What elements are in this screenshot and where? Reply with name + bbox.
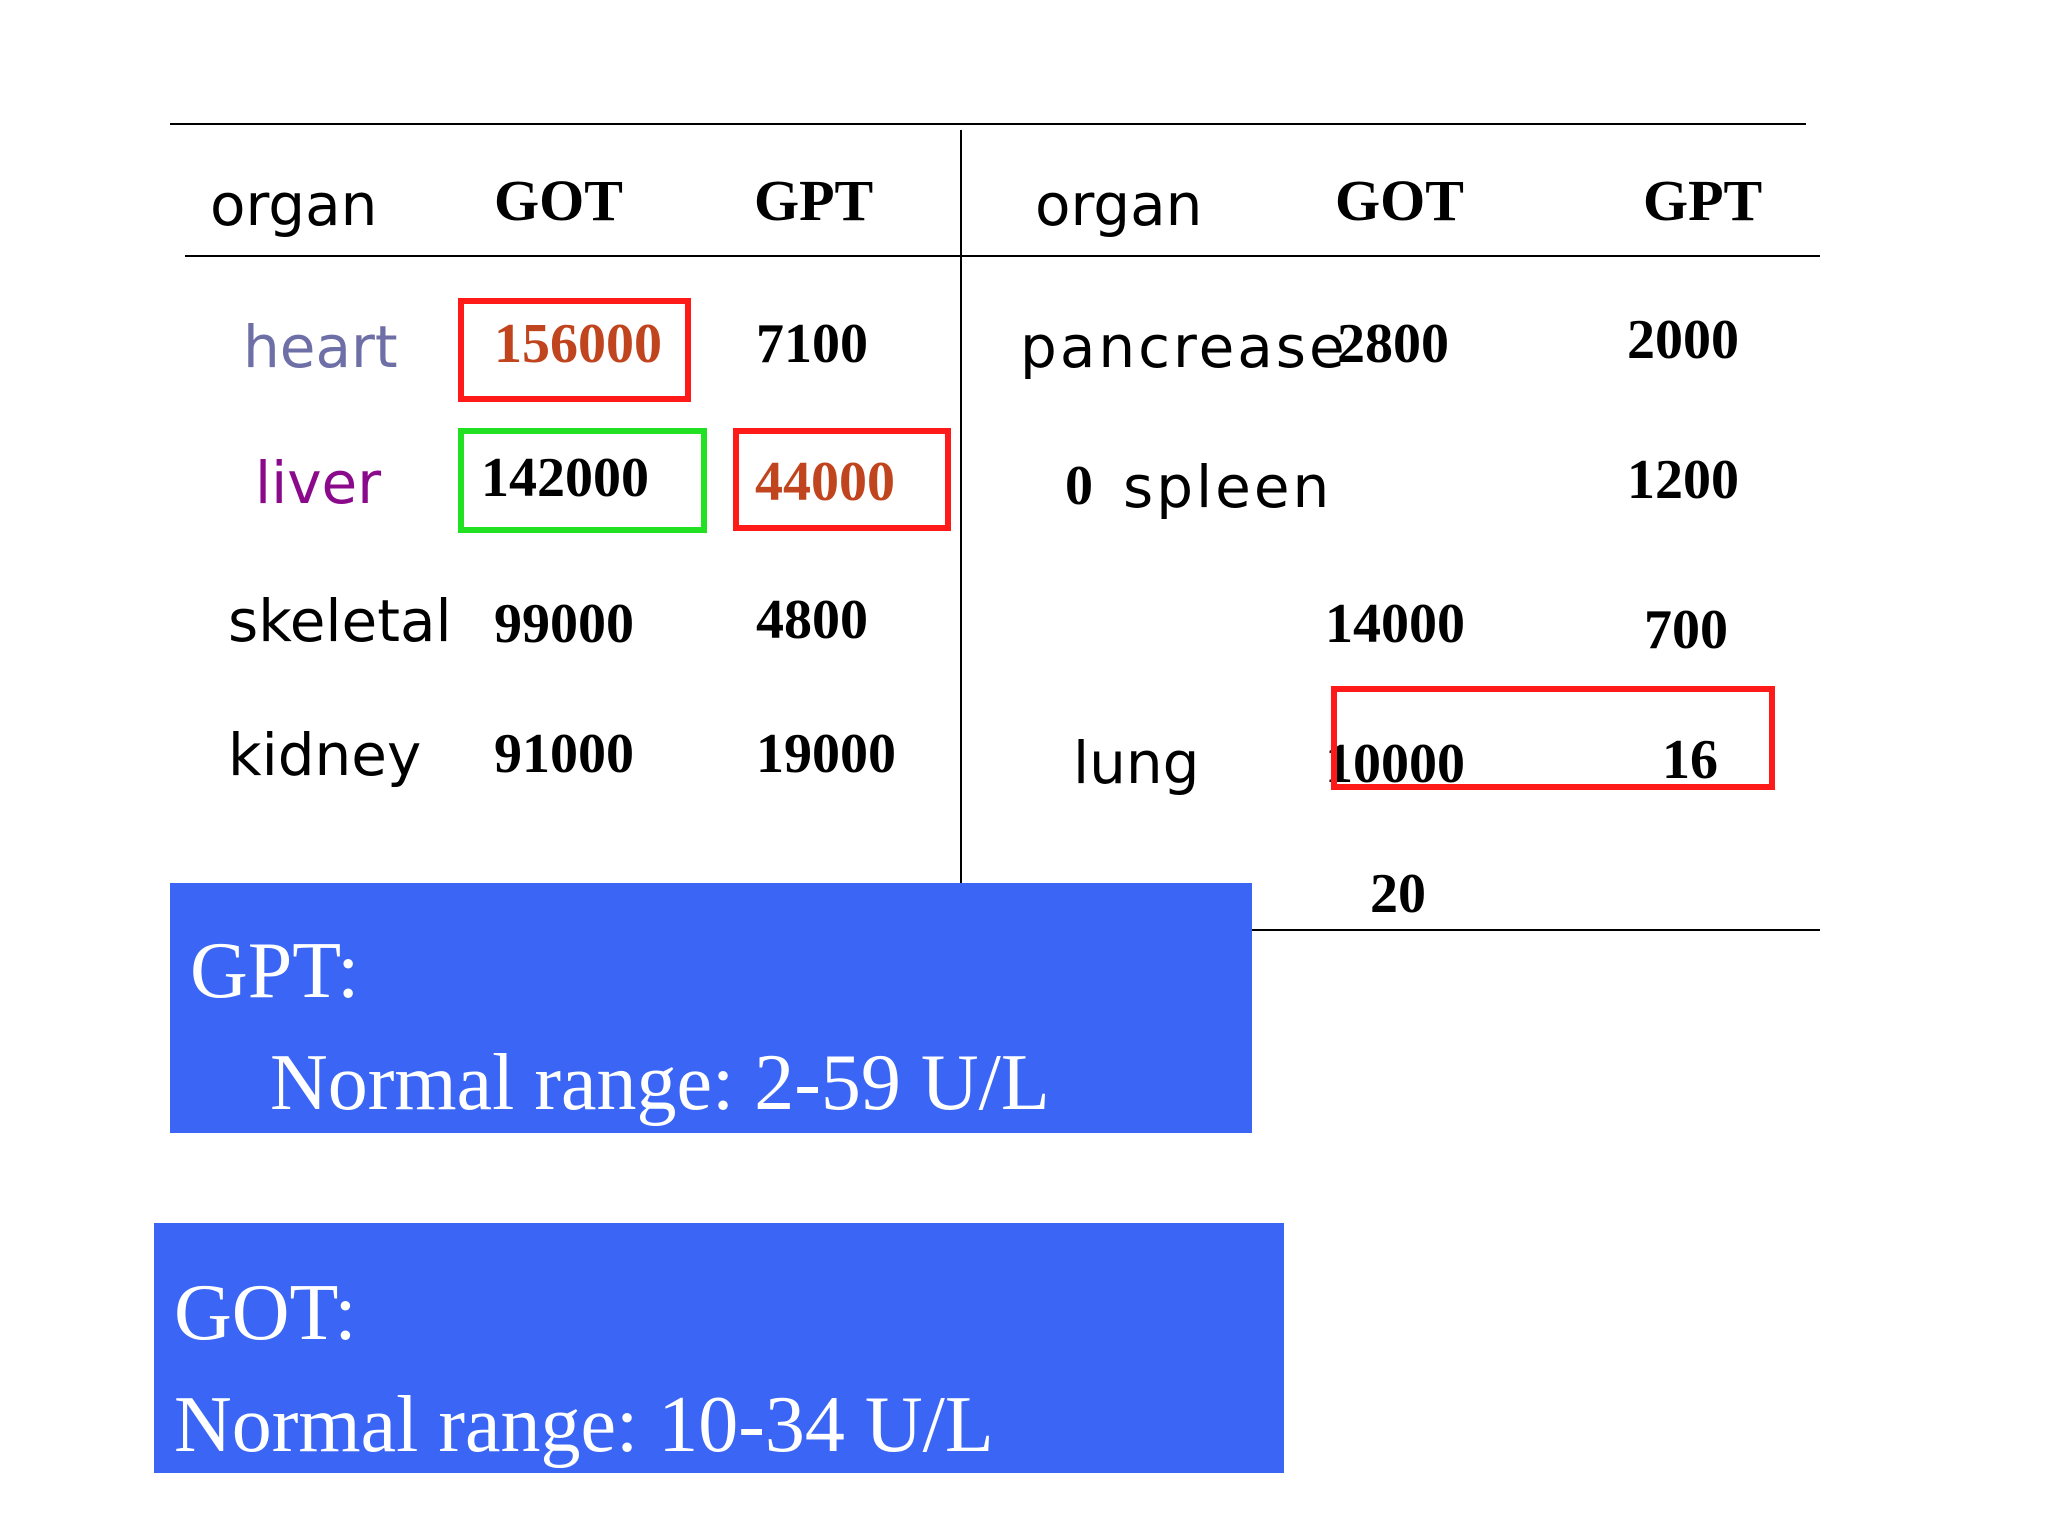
skeletal-gpt-value: 4800 — [756, 589, 868, 651]
row3-gpt-value: 700 — [1644, 599, 1728, 661]
organ-skeletal: skeletal — [228, 587, 452, 655]
table-bottom-rule — [1250, 929, 1820, 931]
heart-got-value: 156000 — [494, 313, 662, 375]
got-normal-range: Normal range: 10-34 U/L — [174, 1381, 994, 1469]
liver-gpt-value: 44000 — [755, 451, 895, 513]
row5-got-value: 20 — [1370, 863, 1426, 925]
lung-gpt-value: 16 — [1662, 729, 1718, 791]
liver-got-highlight — [458, 428, 707, 533]
row3-got-value: 14000 — [1325, 593, 1465, 655]
right-header-organ: organ — [1035, 171, 1203, 239]
liver-got-value: 142000 — [481, 447, 649, 509]
liver-gpt-highlight — [733, 428, 951, 531]
got-info-box: GOT: Normal range: 10-34 U/L — [154, 1223, 1284, 1473]
spleen-gpt-value: 1200 — [1627, 449, 1739, 511]
organ-spleen: spleen — [1123, 453, 1333, 521]
gpt-info-title: GPT: — [190, 927, 360, 1015]
left-header-gpt: GPT — [754, 168, 874, 233]
lung-got-value: 10000 — [1325, 733, 1465, 795]
column-divider — [960, 130, 962, 885]
heart-gpt-value: 7100 — [756, 313, 868, 375]
pancrease-got-value: 2800 — [1337, 313, 1449, 375]
organ-pancrease: pancrease — [1020, 313, 1348, 381]
organ-kidney: kidney — [228, 721, 422, 789]
spleen-prefix-value: 0 — [1065, 455, 1093, 517]
heart-got-highlight — [458, 298, 691, 402]
right-header-gpt: GPT — [1643, 168, 1763, 233]
skeletal-got-value: 99000 — [494, 593, 634, 655]
right-header-got: GOT — [1335, 168, 1464, 233]
organ-lung: lung — [1073, 729, 1200, 797]
left-header-organ: organ — [210, 171, 378, 239]
kidney-got-value: 91000 — [494, 723, 634, 785]
gpt-info-box: GPT: Normal range: 2-59 U/L — [170, 883, 1252, 1133]
header-rule — [185, 255, 1820, 257]
left-header-got: GOT — [494, 168, 623, 233]
table-top-rule — [170, 123, 1806, 125]
organ-liver: liver — [255, 449, 382, 517]
pancrease-gpt-value: 2000 — [1627, 309, 1739, 371]
kidney-gpt-value: 19000 — [756, 723, 896, 785]
organ-heart: heart — [243, 313, 398, 381]
gpt-normal-range: Normal range: 2-59 U/L — [270, 1039, 1050, 1127]
got-info-title: GOT: — [174, 1269, 357, 1357]
lung-highlight — [1331, 686, 1775, 790]
